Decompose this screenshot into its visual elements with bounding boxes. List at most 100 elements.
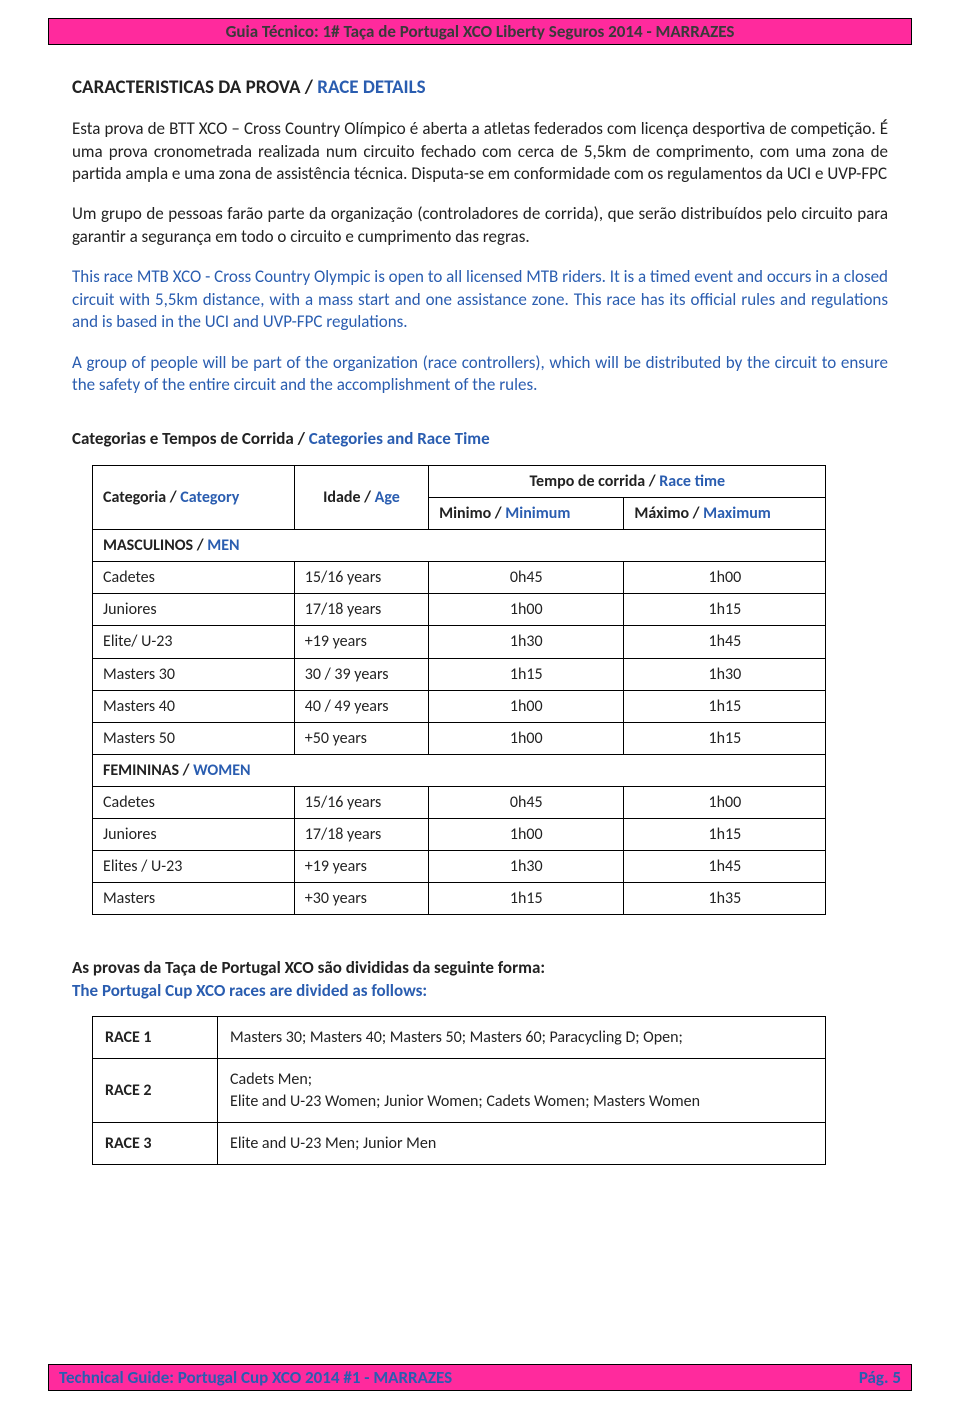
divided-heading-en: The Portugal Cup XCO races are divided a… [72,980,888,1002]
content: CARACTERISTICAS DA PROVA / RACE DETAILS … [0,45,960,1165]
sec-women-en: WOMEN [193,761,250,780]
cell-max: 1h15 [624,690,826,722]
cell-age: +19 years [294,851,428,883]
cell-max: 1h00 [624,786,826,818]
header-text: Guia Técnico: 1# Taça de Portugal XCO Li… [226,21,735,42]
col-max-pt: Máximo / [634,504,703,523]
cell-age: +30 years [294,883,428,915]
table-row: Elites / U-23+19 years1h301h45 [93,851,826,883]
table-header-row-1: Categoria / Category Idade / Age Tempo d… [93,465,826,497]
cell-min: 0h45 [429,562,624,594]
cell-max: 1h15 [624,594,826,626]
table-row: Juniores17/18 years1h001h15 [93,819,826,851]
cell-max: 1h35 [624,883,826,915]
col-max-en: Maximum [703,504,771,523]
table-row: Elite/ U-23+19 years1h301h45 [93,626,826,658]
cell-cat: Juniores [93,819,295,851]
cell-age: 30 / 39 years [294,658,428,690]
cell-min: 1h15 [429,883,624,915]
race-row: RACE 3Elite and U-23 Men; Junior Men [93,1122,826,1164]
col-min-pt: Minimo / [439,504,505,523]
cell-cat: Masters 50 [93,722,295,754]
cell-max: 1h15 [624,819,826,851]
cell-min: 1h00 [429,594,624,626]
section-women: FEMININAS / WOMEN [93,754,826,786]
table-row: Masters 50+50 years1h001h15 [93,722,826,754]
cell-age: 17/18 years [294,819,428,851]
table-row: Juniores17/18 years1h001h15 [93,594,826,626]
cell-min: 1h00 [429,690,624,722]
section-men-cell: MASCULINOS / MEN [93,530,826,562]
col-min: Minimo / Minimum [429,498,624,530]
cell-age: 15/16 years [294,562,428,594]
cell-cat: Masters 30 [93,658,295,690]
col-max: Máximo / Maximum [624,498,826,530]
table-row: Cadetes15/16 years0h451h00 [93,786,826,818]
categories-table: Categoria / Category Idade / Age Tempo d… [92,465,826,916]
col-min-en: Minimum [505,504,570,523]
col-age-pt: Idade / [323,488,375,507]
title-pt: CARACTERISTICAS DA PROVA / [72,76,317,99]
cell-age: 17/18 years [294,594,428,626]
categories-subhead: Categorias e Tempos de Corrida / Categor… [72,428,888,450]
section-men: MASCULINOS / MEN [93,530,826,562]
sec-women-pt: FEMININAS / [103,761,193,780]
footer-bar: Technical Guide: Portugal Cup XCO 2014 #… [48,1364,912,1391]
cell-max: 1h15 [624,722,826,754]
cell-min: 1h00 [429,722,624,754]
cell-cat: Elites / U-23 [93,851,295,883]
race-row: RACE 2Cadets Men;Elite and U-23 Women; J… [93,1059,826,1122]
cell-cat: Masters 40 [93,690,295,722]
race-row: RACE 1Masters 30; Masters 40; Masters 50… [93,1017,826,1059]
cell-cat: Juniores [93,594,295,626]
cell-max: 1h00 [624,562,826,594]
sec-men-en: MEN [207,536,239,555]
table-row: Masters 4040 / 49 years1h001h15 [93,690,826,722]
cell-age: 40 / 49 years [294,690,428,722]
col-age-en: Age [375,488,400,507]
race-desc: Masters 30; Masters 40; Masters 50; Mast… [218,1017,826,1059]
col-time-en: Race time [659,472,725,491]
col-time-pt: Tempo de corrida / [530,472,660,491]
cell-min: 1h30 [429,626,624,658]
cell-max: 1h45 [624,851,826,883]
footer-left: Technical Guide: Portugal Cup XCO 2014 #… [59,1367,452,1388]
cell-min: 1h15 [429,658,624,690]
footer-right: Pág. 5 [859,1367,901,1388]
race-label: RACE 2 [93,1059,218,1122]
race-desc: Elite and U-23 Men; Junior Men [218,1122,826,1164]
races-table: RACE 1Masters 30; Masters 40; Masters 50… [92,1016,826,1164]
section-women-cell: FEMININAS / WOMEN [93,754,826,786]
sec-men-pt: MASCULINOS / [103,536,207,555]
section-title: CARACTERISTICAS DA PROVA / RACE DETAILS [72,75,888,100]
header-bar: Guia Técnico: 1# Taça de Portugal XCO Li… [48,18,912,45]
cell-age: 15/16 years [294,786,428,818]
cell-age: +50 years [294,722,428,754]
race-label: RACE 3 [93,1122,218,1164]
cell-max: 1h30 [624,658,826,690]
col-cat-pt: Categoria / [103,488,180,507]
paragraph-3: This race MTB XCO - Cross Country Olympi… [72,266,888,333]
cell-cat: Cadetes [93,562,295,594]
subhead-en: Categories and Race Time [309,428,490,449]
col-category: Categoria / Category [93,465,295,529]
table-row: Masters 3030 / 39 years1h151h30 [93,658,826,690]
cell-age: +19 years [294,626,428,658]
paragraph-4: A group of people will be part of the or… [72,352,888,397]
cell-min: 1h30 [429,851,624,883]
col-time: Tempo de corrida / Race time [429,465,826,497]
divided-heading-pt: As provas da Taça de Portugal XCO são di… [72,957,888,979]
table-row: Cadetes15/16 years0h451h00 [93,562,826,594]
paragraph-1: Esta prova de BTT XCO – Cross Country Ol… [72,118,888,185]
cell-cat: Masters [93,883,295,915]
subhead-pt: Categorias e Tempos de Corrida / [72,428,309,449]
cell-max: 1h45 [624,626,826,658]
race-desc: Cadets Men;Elite and U-23 Women; Junior … [218,1059,826,1122]
cell-cat: Cadetes [93,786,295,818]
title-en: RACE DETAILS [317,76,425,99]
race-label: RACE 1 [93,1017,218,1059]
table-row: Masters+30 years1h151h35 [93,883,826,915]
col-cat-en: Category [180,488,239,507]
col-age: Idade / Age [294,465,428,529]
paragraph-2: Um grupo de pessoas farão parte da organ… [72,203,888,248]
